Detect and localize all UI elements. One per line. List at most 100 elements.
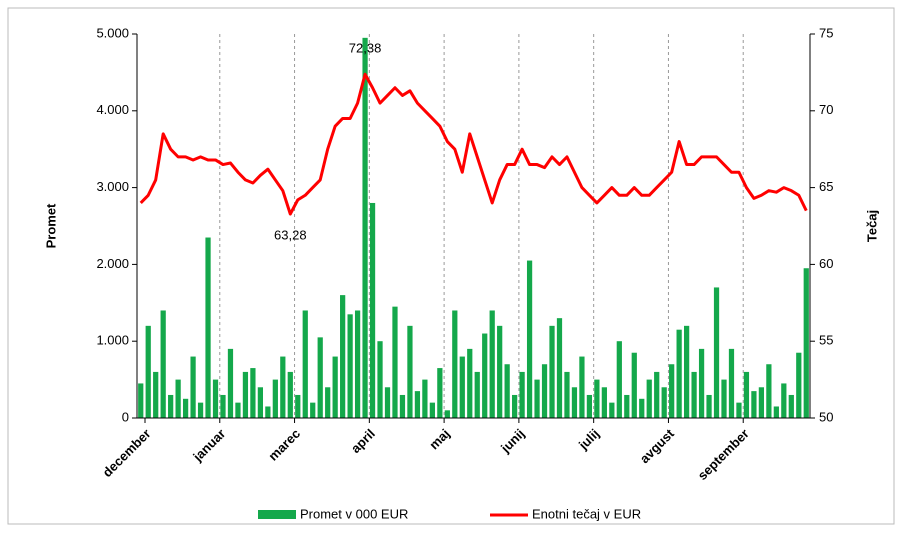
bar bbox=[534, 379, 540, 418]
data-label: 72,38 bbox=[349, 41, 382, 56]
bar bbox=[272, 379, 278, 418]
legend-label: Promet v 000 EUR bbox=[300, 506, 408, 521]
bar bbox=[414, 391, 421, 418]
bar bbox=[422, 379, 428, 418]
bar bbox=[639, 398, 645, 418]
bar bbox=[265, 406, 271, 418]
bar bbox=[257, 387, 264, 418]
bar bbox=[362, 37, 368, 419]
y-tick-label: 3.000 bbox=[96, 179, 129, 194]
bar bbox=[556, 318, 563, 418]
bar bbox=[489, 310, 495, 418]
bar bbox=[459, 356, 465, 418]
bar bbox=[706, 394, 712, 418]
bar bbox=[377, 341, 383, 418]
bar bbox=[384, 387, 391, 418]
y2-tick-label: 55 bbox=[819, 333, 833, 348]
bar bbox=[736, 402, 742, 418]
bar bbox=[407, 325, 413, 418]
bar bbox=[497, 325, 503, 418]
y-tick-label: 4.000 bbox=[96, 102, 129, 117]
bar bbox=[669, 364, 675, 418]
bar bbox=[235, 402, 241, 418]
bar bbox=[153, 371, 159, 418]
bar bbox=[474, 371, 480, 418]
bar bbox=[698, 348, 705, 418]
data-label: 63,28 bbox=[274, 227, 307, 242]
frame bbox=[7, 7, 895, 525]
bar bbox=[526, 260, 533, 418]
bar bbox=[392, 306, 398, 418]
bar bbox=[437, 368, 443, 418]
bar bbox=[227, 348, 234, 418]
bar bbox=[751, 391, 757, 418]
bar bbox=[541, 364, 548, 418]
y2-tick-label: 75 bbox=[819, 25, 833, 40]
bar bbox=[713, 287, 720, 418]
bar bbox=[295, 394, 301, 418]
bar bbox=[676, 329, 682, 418]
line bbox=[139, 72, 808, 216]
bar bbox=[579, 356, 585, 418]
bar bbox=[781, 383, 787, 418]
y-tick-label: 0 bbox=[122, 409, 129, 424]
bar bbox=[280, 356, 286, 418]
y2-axis-title: Tečaj bbox=[864, 210, 879, 242]
bar bbox=[504, 364, 510, 418]
bar bbox=[242, 371, 249, 418]
bar bbox=[205, 237, 211, 418]
bar bbox=[601, 387, 607, 418]
bar bbox=[683, 325, 690, 418]
bar bbox=[482, 333, 488, 418]
bar bbox=[609, 402, 615, 418]
bar bbox=[250, 368, 256, 418]
y2-tick-label: 65 bbox=[819, 179, 833, 194]
bar bbox=[796, 352, 802, 418]
bar bbox=[646, 379, 652, 418]
y-tick-label: 5.000 bbox=[96, 25, 129, 40]
bar bbox=[287, 371, 293, 418]
bar bbox=[512, 394, 518, 418]
bar bbox=[758, 387, 765, 418]
bar bbox=[175, 379, 181, 418]
bar bbox=[721, 379, 727, 418]
bar bbox=[138, 383, 144, 418]
bar bbox=[354, 310, 361, 418]
bar bbox=[586, 394, 593, 418]
bar bbox=[160, 310, 166, 418]
bar bbox=[743, 371, 750, 418]
bar bbox=[220, 394, 226, 418]
bar bbox=[325, 387, 331, 418]
legend-swatch bbox=[258, 510, 296, 519]
bar bbox=[182, 398, 189, 418]
bar bbox=[452, 310, 458, 418]
y2-tick-label: 70 bbox=[819, 102, 833, 117]
bar bbox=[369, 202, 376, 418]
bar bbox=[197, 402, 204, 418]
bar bbox=[624, 394, 630, 418]
bar bbox=[564, 371, 570, 418]
bar bbox=[190, 356, 196, 418]
bar bbox=[616, 341, 622, 418]
bar bbox=[594, 379, 600, 418]
bar bbox=[728, 348, 735, 418]
bar bbox=[654, 371, 660, 418]
bar bbox=[571, 387, 578, 418]
y-axis-title: Promet bbox=[43, 203, 58, 248]
bar bbox=[347, 314, 353, 418]
bar bbox=[803, 268, 809, 418]
bar bbox=[773, 406, 779, 418]
bar bbox=[467, 348, 473, 418]
bar bbox=[788, 394, 794, 418]
bar bbox=[145, 325, 151, 418]
bar bbox=[302, 310, 308, 418]
bar bbox=[766, 364, 772, 418]
legend-label: Enotni tečaj v EUR bbox=[532, 506, 641, 521]
y-tick-label: 1.000 bbox=[96, 333, 129, 348]
bar bbox=[310, 402, 316, 418]
bar bbox=[549, 325, 555, 418]
bar bbox=[212, 379, 219, 418]
y2-tick-label: 60 bbox=[819, 256, 833, 271]
bar bbox=[340, 295, 346, 418]
